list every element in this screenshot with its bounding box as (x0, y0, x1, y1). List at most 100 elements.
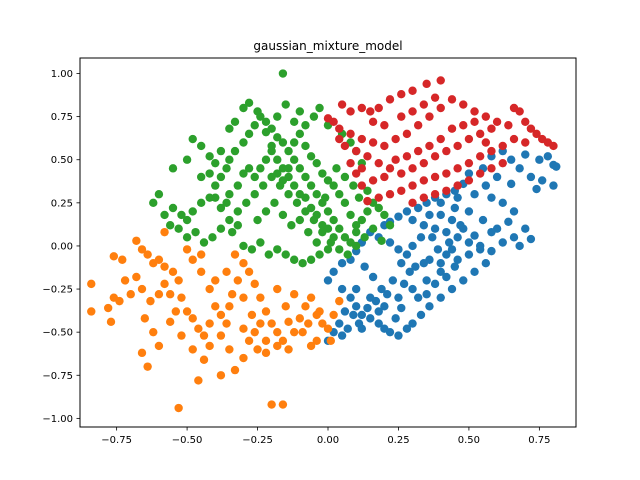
data-point (487, 193, 496, 202)
data-point (337, 284, 347, 294)
data-point (315, 103, 324, 113)
data-point (258, 181, 268, 190)
data-point (126, 290, 135, 299)
data-point (397, 303, 406, 313)
data-point (335, 124, 344, 133)
data-point (315, 250, 324, 259)
data-point (475, 129, 485, 139)
data-point (256, 238, 265, 247)
data-point (295, 314, 305, 323)
data-point (278, 176, 288, 185)
data-point (301, 193, 310, 202)
data-point (408, 241, 417, 251)
data-point (261, 348, 271, 358)
data-point (256, 319, 265, 328)
data-point (487, 146, 496, 156)
data-point (205, 169, 214, 178)
data-point (411, 262, 420, 271)
data-point (188, 207, 197, 216)
data-point (267, 400, 276, 409)
data-point (154, 341, 164, 351)
data-point (323, 207, 333, 216)
data-point (250, 121, 259, 130)
data-point (413, 203, 423, 213)
data-point (318, 319, 327, 328)
data-point (270, 198, 279, 208)
data-point (453, 233, 462, 242)
data-point (337, 100, 347, 109)
data-point (284, 345, 293, 354)
data-point (385, 221, 395, 230)
data-point (442, 146, 451, 156)
data-point (515, 107, 524, 116)
data-point (368, 224, 378, 233)
data-point (216, 203, 226, 213)
data-point (351, 302, 361, 311)
data-point (160, 227, 169, 237)
data-point (289, 255, 299, 264)
data-point (332, 164, 341, 173)
data-point (453, 255, 462, 264)
data-point (419, 193, 429, 202)
data-point (481, 181, 491, 190)
data-point (402, 250, 412, 259)
data-point (526, 234, 536, 244)
data-point (436, 258, 445, 268)
data-point (397, 90, 406, 99)
data-point (385, 164, 395, 173)
data-point (256, 293, 265, 302)
data-point (408, 86, 417, 95)
data-point (261, 117, 271, 127)
data-point (526, 124, 536, 133)
data-point (120, 276, 130, 285)
data-point (222, 267, 231, 277)
x-axis: −0.75 −0.50 −0.25 0.00 0.25 0.50 0.75 (101, 427, 550, 446)
data-point (470, 107, 479, 116)
data-point (326, 238, 336, 247)
data-point (312, 158, 321, 168)
data-point (464, 134, 474, 144)
data-point (318, 227, 327, 237)
data-point (447, 124, 457, 133)
data-point (227, 290, 237, 299)
data-point (436, 76, 445, 85)
data-point (382, 290, 392, 299)
data-point (278, 69, 288, 78)
data-point (340, 307, 350, 316)
data-point (408, 181, 417, 190)
data-point (239, 258, 248, 268)
data-point (253, 215, 262, 225)
data-point (239, 241, 248, 251)
data-point (273, 245, 282, 254)
data-point (394, 293, 403, 302)
data-point (182, 215, 192, 225)
data-point (168, 164, 178, 173)
data-point (289, 117, 299, 127)
data-point (442, 227, 451, 237)
data-point (267, 146, 276, 156)
data-point (549, 141, 558, 151)
data-point (374, 307, 383, 316)
data-point (284, 164, 293, 173)
data-point (464, 207, 474, 216)
data-point (146, 296, 155, 306)
data-point (374, 193, 383, 202)
x-tick-label: −0.75 (101, 435, 132, 446)
data-point (368, 138, 378, 147)
data-point (397, 169, 406, 178)
data-point (368, 272, 378, 282)
data-point (239, 324, 248, 333)
data-point (453, 181, 462, 190)
data-point (281, 302, 290, 311)
data-point (436, 293, 445, 302)
data-point (196, 141, 206, 151)
data-point (109, 252, 119, 261)
data-point (149, 327, 158, 337)
data-point (442, 250, 451, 259)
data-point (487, 246, 496, 256)
data-point (422, 276, 431, 285)
data-point (250, 279, 259, 289)
data-point (552, 162, 561, 171)
data-point (273, 133, 282, 142)
data-point (244, 98, 254, 108)
